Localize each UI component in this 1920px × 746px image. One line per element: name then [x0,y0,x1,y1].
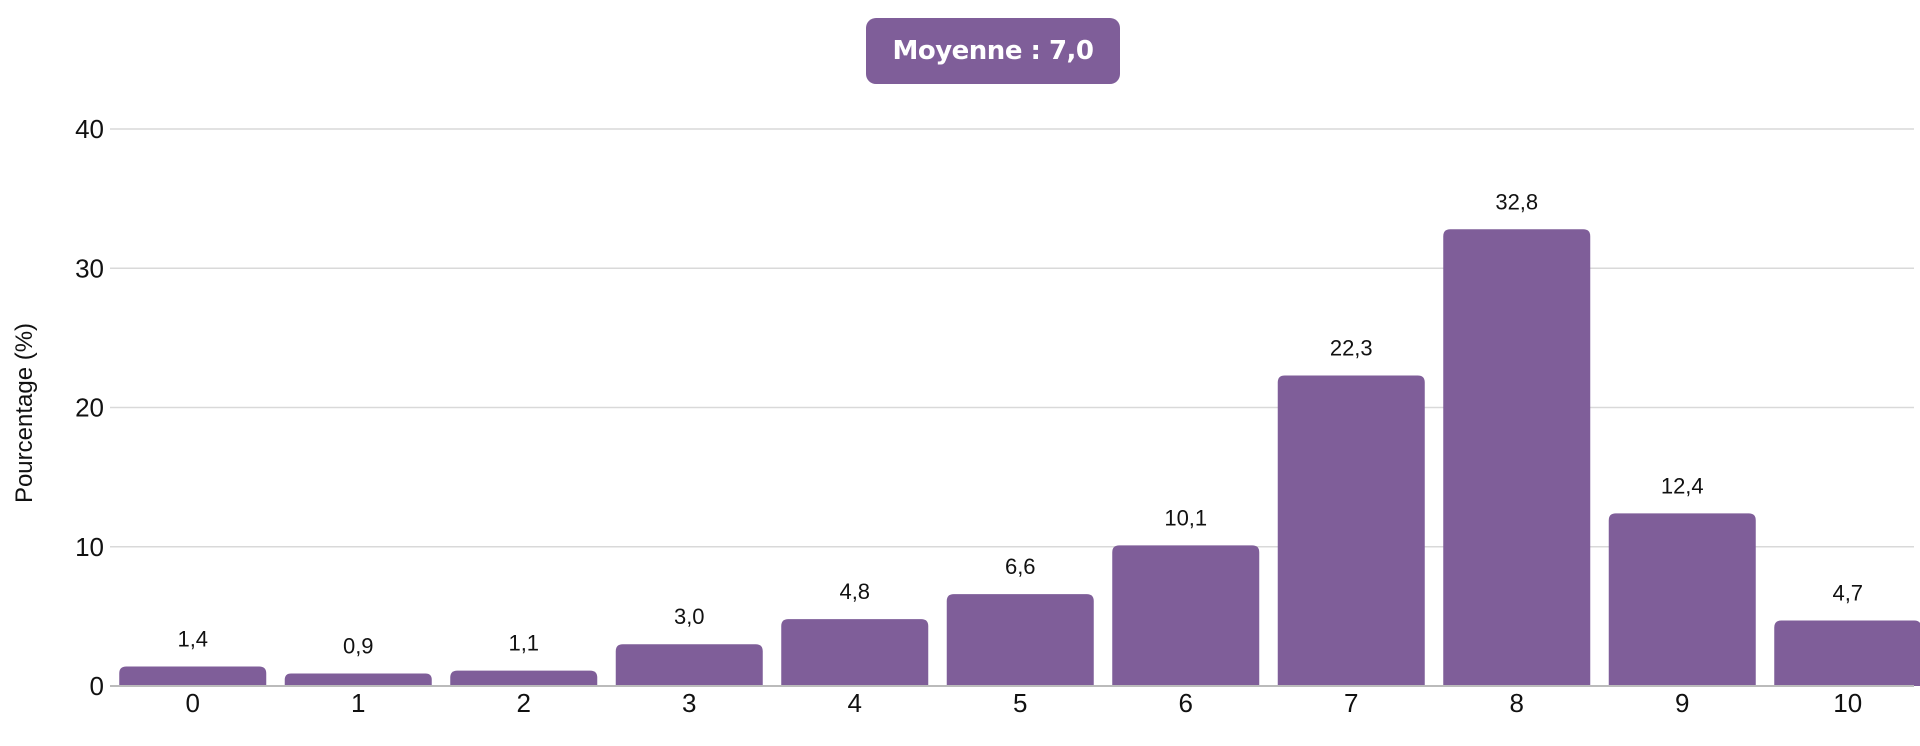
x-axis-ticks: 0 1 2 3 4 5 6 7 8 9 10 [186,688,1863,718]
x-tick-label: 1 [351,688,365,718]
mean-badge: Moyenne : 7,0 [866,18,1120,84]
data-label: 32,8 [1495,189,1538,214]
x-tick-label: 10 [1833,688,1862,718]
y-tick-label: 40 [75,114,104,144]
data-label: 10,1 [1164,505,1207,530]
y-axis-title: Pourcentage (%) [11,323,38,503]
mean-badge-label: Moyenne : 7,0 [892,36,1094,66]
data-label: 1,1 [508,631,539,656]
data-label: 4,8 [839,579,870,604]
bar [1443,229,1591,686]
y-tick-label: 30 [75,253,104,283]
data-label: 12,4 [1661,473,1704,498]
x-tick-label: 4 [848,688,862,718]
bars [119,229,1920,686]
x-tick-label: 8 [1510,688,1524,718]
data-label: 3,0 [674,604,705,629]
bar [1277,375,1425,686]
data-label: 4,7 [1832,581,1863,606]
value-labels: 1,4 0,9 1,1 3,0 4,8 6,6 10,1 22,3 32,8 12,4 4,7 [177,189,1863,658]
y-tick-label: 0 [90,671,104,701]
x-tick-label: 2 [517,688,531,718]
bar [946,594,1094,686]
x-tick-label: 0 [186,688,200,718]
x-tick-label: 6 [1179,688,1193,718]
bar [781,619,929,686]
bar [1112,545,1260,686]
bar [284,673,432,686]
data-label: 0,9 [343,633,374,658]
grid-lines [110,128,1914,548]
bar [119,666,267,686]
x-tick-label: 9 [1675,688,1689,718]
bar [1774,620,1920,686]
data-label: 6,6 [1005,554,1036,579]
bar [615,644,763,686]
data-label: 1,4 [177,627,208,652]
data-label: 22,3 [1330,335,1373,360]
y-tick-label: 20 [75,393,104,423]
bar [450,670,598,686]
x-tick-label: 3 [682,688,696,718]
y-axis-ticks: 0 10 20 30 40 [75,114,104,701]
x-tick-label: 7 [1344,688,1358,718]
y-tick-label: 10 [75,532,104,562]
x-tick-label: 5 [1013,688,1027,718]
bar [1608,513,1756,686]
